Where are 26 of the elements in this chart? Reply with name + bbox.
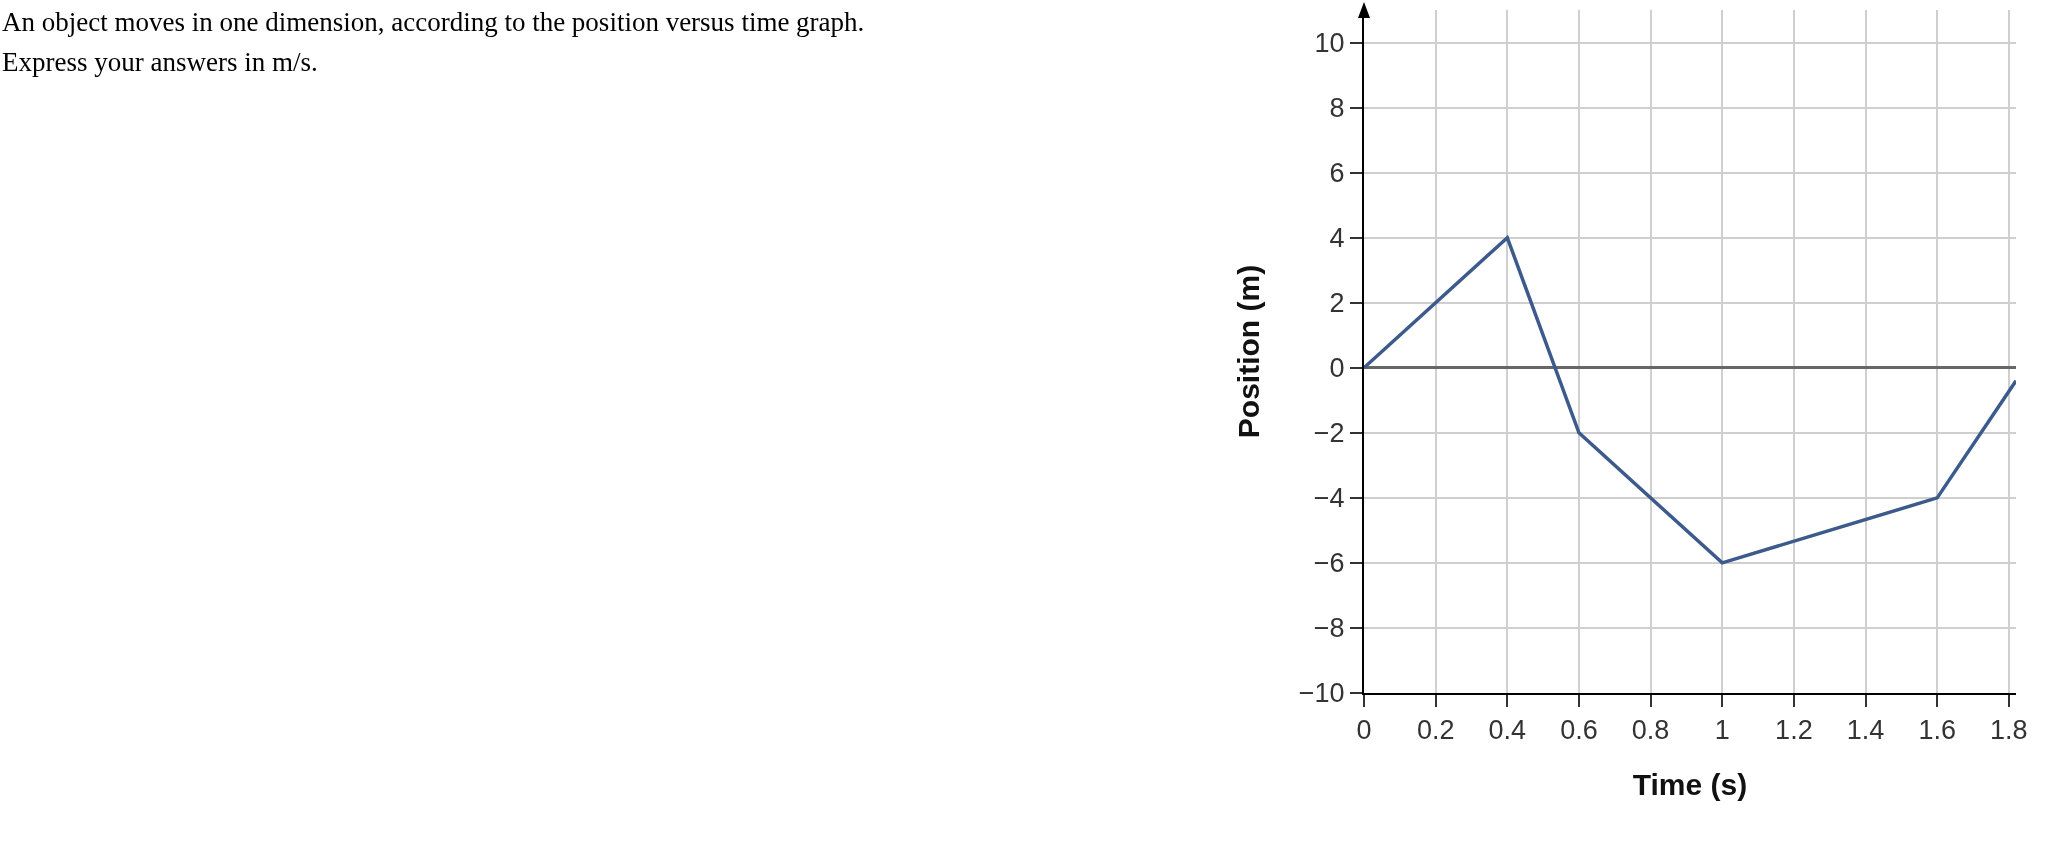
x-tick-label: 0 [1356,715,1372,746]
x-tick-label: 0.2 [1416,715,1455,746]
y-tick-label: 4 [1329,223,1345,254]
text: Express your answers in m/s. [2,46,319,79]
y-tick-label: −10 [1298,678,1345,709]
y-tick-label: 6 [1329,158,1345,189]
x-tick-label: 1.8 [1990,715,2028,746]
y-tick-label: 2 [1329,288,1345,319]
text: An object moves in one dimension, according to the position versus time graph. [2,6,865,39]
x-tick-label: 1 [1714,715,1730,746]
y-tick-label: −4 [1313,483,1345,514]
x-tick-label: 0.4 [1488,715,1527,746]
x-tick-label: 0.8 [1631,715,1670,746]
y-tick-label: 8 [1329,93,1345,124]
line-series [1364,235,2016,565]
x-axis-title: Time (s) [1632,768,1748,802]
x-tick-label: 1.4 [1846,715,1885,746]
x-tick-label: 0.6 [1560,715,1598,746]
x-tick-label: 1.2 [1775,715,1813,746]
y-tick-label: −8 [1313,613,1345,644]
y-tick-label: 10 [1314,27,1345,58]
y-tick-label: −6 [1313,548,1345,579]
x-tick-label: 1.6 [1918,715,1956,746]
y-axis-title: Position (m) [1232,264,1266,439]
y-tick-label: 0 [1329,353,1345,384]
y-tick-label: −2 [1313,418,1345,449]
